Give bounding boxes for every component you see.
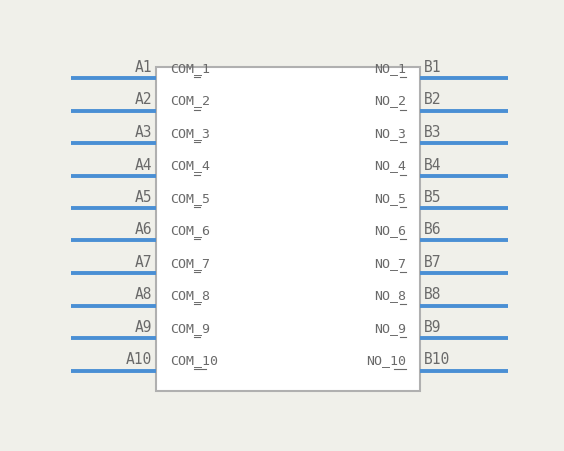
Text: A6: A6 [134,222,152,237]
Text: B4: B4 [424,157,442,172]
Text: A4: A4 [134,157,152,172]
Text: A2: A2 [134,92,152,107]
Bar [156,68,420,391]
Text: B5: B5 [424,189,442,204]
Text: COM_9: COM_9 [170,321,210,334]
Text: NO_6: NO_6 [374,224,406,237]
Text: COM_10: COM_10 [170,354,218,367]
Text: NO_2: NO_2 [374,94,406,107]
Text: A3: A3 [134,124,152,139]
Text: B9: B9 [424,319,442,334]
Text: COM_2: COM_2 [170,94,210,107]
Text: NO_3: NO_3 [374,127,406,139]
Text: B6: B6 [424,222,442,237]
Text: NO_4: NO_4 [374,159,406,172]
Text: NO_5: NO_5 [374,192,406,204]
Text: A10: A10 [126,352,152,367]
Text: A7: A7 [134,254,152,269]
Text: A8: A8 [134,287,152,302]
Text: NO_9: NO_9 [374,321,406,334]
Text: B7: B7 [424,254,442,269]
Text: COM_4: COM_4 [170,159,210,172]
Text: NO_10: NO_10 [366,354,406,367]
Text: COM_6: COM_6 [170,224,210,237]
Text: NO_1: NO_1 [374,62,406,75]
Text: COM_8: COM_8 [170,289,210,302]
Text: A5: A5 [134,189,152,204]
Text: NO_8: NO_8 [374,289,406,302]
Text: COM_1: COM_1 [170,62,210,75]
Text: B3: B3 [424,124,442,139]
Text: COM_5: COM_5 [170,192,210,204]
Text: B8: B8 [424,287,442,302]
Text: B10: B10 [424,352,450,367]
Text: NO_7: NO_7 [374,257,406,269]
Text: A1: A1 [134,60,152,75]
Text: B2: B2 [424,92,442,107]
Text: B1: B1 [424,60,442,75]
Text: COM_7: COM_7 [170,257,210,269]
Text: COM_3: COM_3 [170,127,210,139]
Text: A9: A9 [134,319,152,334]
